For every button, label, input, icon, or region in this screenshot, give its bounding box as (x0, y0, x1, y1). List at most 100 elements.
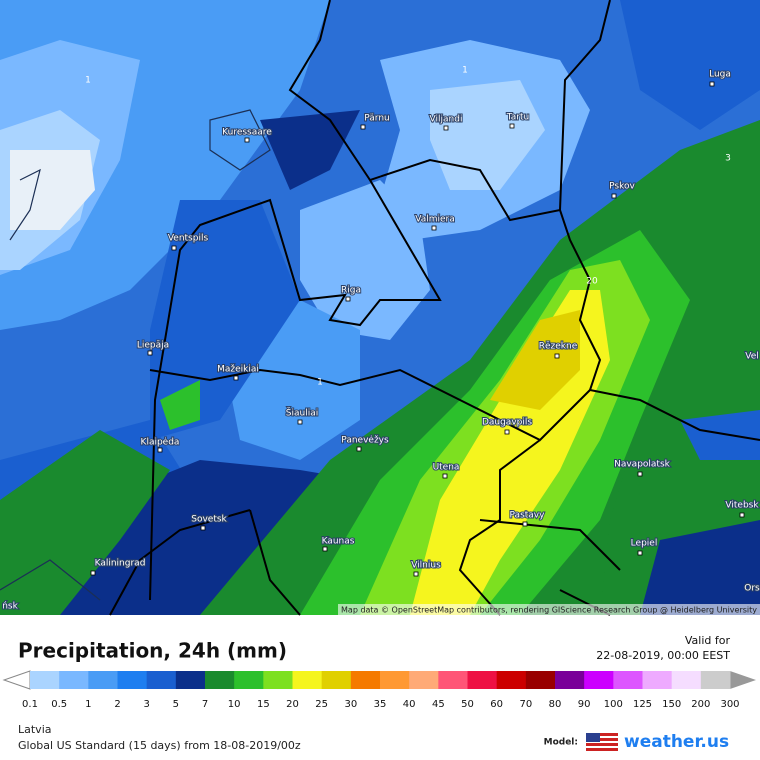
city-label: Vitebsk (725, 501, 759, 511)
legend-value: 0.5 (51, 699, 67, 710)
legend-value: 300 (720, 699, 739, 710)
city-label: Valmiera (415, 215, 455, 225)
legend-value: 7 (202, 699, 208, 710)
city-label: Kaliningrad (95, 559, 146, 569)
model-label: Model: (544, 738, 578, 748)
city-marker (431, 225, 437, 231)
city-marker (233, 375, 239, 381)
city-marker (200, 525, 206, 531)
legend-value: 3 (143, 699, 149, 710)
footer: Latvia Global US Standard (15 days) from… (18, 723, 729, 752)
city-marker (522, 521, 528, 527)
legend-swatch (175, 671, 206, 689)
city-marker (443, 125, 449, 131)
region: Latvia (18, 723, 52, 736)
legend-swatch (642, 671, 673, 689)
contour-label: 20 (586, 277, 598, 287)
model-run: Global US Standard (15 days) from 18-08-… (18, 739, 301, 752)
city-marker (356, 446, 362, 452)
city-label: Tartu (506, 113, 529, 123)
city-marker (637, 471, 643, 477)
legend-swatch (409, 671, 439, 689)
legend-value: 60 (490, 699, 503, 710)
legend-value: 80 (549, 699, 562, 710)
legend-value: 35 (374, 699, 387, 710)
city-marker (442, 473, 448, 479)
legend-swatch (584, 671, 614, 689)
legend-arrow-right (730, 671, 756, 689)
legend-value: 2 (114, 699, 120, 710)
legend-swatch (467, 671, 498, 689)
legend-swatch (525, 671, 556, 689)
legend-swatch (555, 671, 585, 689)
legend-swatch (263, 671, 293, 689)
city-label: Šiauliai (286, 407, 318, 419)
legend-swatch (496, 671, 527, 689)
legend-swatch (59, 671, 89, 689)
city-label: Mažeikiai (217, 365, 259, 375)
city-label: Panevėžys (341, 436, 389, 446)
map: Kuressaare Pärnu Viljandi Tartu Luga Pskov Val… (0, 0, 760, 616)
city-marker (554, 353, 560, 359)
legend-swatch (292, 671, 323, 689)
legend-value: 50 (461, 699, 474, 710)
city-label: Klaipėda (141, 438, 180, 448)
city-marker (244, 137, 250, 143)
city-label: Pskov (609, 182, 635, 192)
city-label: Vel (745, 352, 759, 362)
city-label: Pastavy (510, 511, 546, 521)
legend-value: 10 (228, 699, 241, 710)
map-attribution: Map data © OpenStreetMap contributors, r… (341, 606, 757, 615)
city-marker (171, 245, 177, 251)
city-label: Viljandi (430, 115, 463, 125)
legend-value: 30 (344, 699, 357, 710)
city-label: ńsk (2, 602, 18, 612)
city-marker (360, 124, 366, 130)
legend-value: 150 (662, 699, 681, 710)
valid-time: 22-08-2019, 00:00 EEST (596, 649, 730, 662)
legend-swatch (30, 671, 60, 689)
city-label: Kaunas (322, 537, 355, 547)
city-marker (90, 570, 96, 576)
legend-arrow-left (2, 670, 31, 690)
city-label: Luga (709, 70, 731, 80)
legend: Precipitation, 24h (mm) Valid for 22-08-… (2, 634, 756, 710)
valid-label: Valid for (685, 634, 731, 647)
legend-value: 125 (633, 699, 652, 710)
legend-value: 45 (432, 699, 445, 710)
legend-value: 200 (691, 699, 710, 710)
city-marker (739, 512, 745, 518)
legend-value: 90 (578, 699, 591, 710)
city-label: Riga (341, 286, 361, 296)
city-marker (509, 123, 515, 129)
city-marker (709, 81, 715, 87)
city-label: Kuressaare (222, 128, 272, 138)
contour-label: 1 (462, 66, 468, 76)
legend-swatch (234, 671, 264, 689)
city-label: Navapolatsk (614, 460, 671, 470)
city-label: Ors (744, 584, 760, 594)
contour-label: 1 (317, 378, 323, 388)
city-label: Liepāja (137, 341, 169, 351)
legend-swatch (88, 671, 118, 689)
city-marker (637, 550, 643, 556)
legend-swatch (350, 671, 381, 689)
city-marker (611, 193, 617, 199)
legend-swatch (321, 671, 352, 689)
us-flag (586, 733, 618, 751)
city-marker (147, 350, 153, 356)
legend-value: 5 (173, 699, 179, 710)
city-label: Daugavpils (482, 418, 532, 428)
legend-swatch (613, 671, 643, 689)
city-label: Vilnius (411, 561, 441, 571)
legend-value: 70 (519, 699, 532, 710)
city-marker (157, 447, 163, 453)
city-marker (413, 571, 419, 577)
legend-swatch (380, 671, 410, 689)
city-marker (504, 429, 510, 435)
legend-swatch (438, 671, 468, 689)
contour-label: 3 (725, 154, 731, 164)
city-marker (322, 546, 328, 552)
